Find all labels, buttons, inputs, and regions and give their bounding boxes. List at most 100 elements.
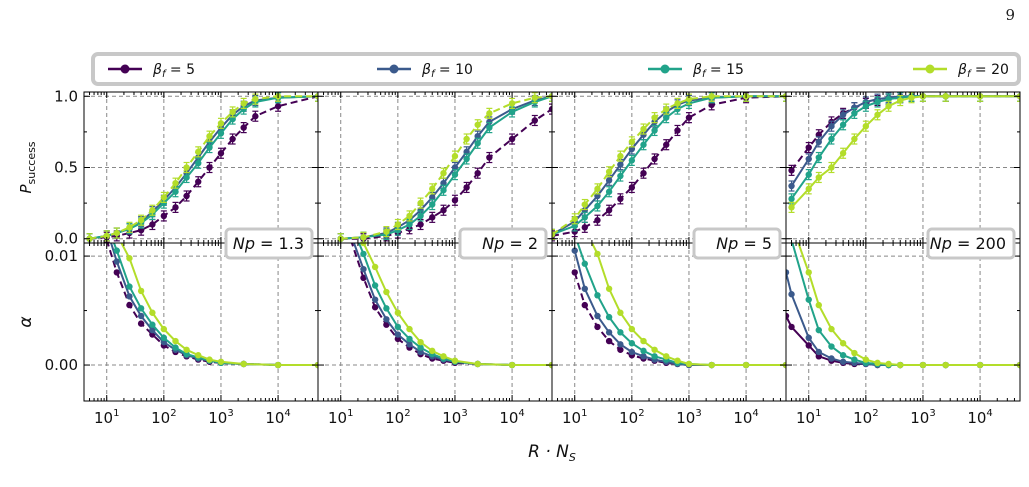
x-tick-label: 101 xyxy=(94,408,119,427)
data-point xyxy=(113,258,120,265)
panel-label-text: Np = 200 xyxy=(930,234,1006,253)
series-4 xyxy=(552,92,786,241)
series-1 xyxy=(571,269,786,369)
panel-label: Np = 1.3 xyxy=(224,227,314,260)
data-point xyxy=(742,361,750,369)
data-point xyxy=(172,344,179,351)
legend-label: βf = 15 xyxy=(692,62,744,80)
series-4 xyxy=(86,92,318,243)
data-point xyxy=(440,353,447,360)
data-point xyxy=(406,341,413,348)
axes-frame xyxy=(317,242,553,402)
ticks xyxy=(785,243,1021,401)
x-tick-label: 101 xyxy=(796,408,821,427)
data-point xyxy=(172,337,179,345)
data-point xyxy=(851,349,858,357)
data-point xyxy=(552,231,556,238)
data-point xyxy=(126,255,133,262)
axes-frame xyxy=(551,242,787,402)
data-point xyxy=(942,361,949,369)
data-point xyxy=(628,348,636,356)
data-point xyxy=(815,301,822,309)
subplot-top xyxy=(317,91,553,244)
data-point xyxy=(674,357,681,364)
panel-label-box xyxy=(692,227,782,260)
series-line xyxy=(573,250,786,366)
subplot-bottom xyxy=(785,242,1021,402)
data-point xyxy=(183,346,190,353)
series-line xyxy=(340,95,552,240)
x-tick-label: 104 xyxy=(499,408,524,427)
data-point xyxy=(851,356,858,363)
data-point xyxy=(815,326,822,334)
data-point xyxy=(594,292,601,299)
data-point xyxy=(617,329,624,336)
series-4 xyxy=(360,243,552,369)
data-point xyxy=(805,334,812,341)
data-point xyxy=(383,288,390,296)
data-point xyxy=(628,340,636,347)
data-point xyxy=(805,269,812,276)
data-point xyxy=(371,282,379,289)
data-point xyxy=(394,309,402,316)
data-point xyxy=(126,293,133,300)
data-point xyxy=(581,301,588,309)
series-line xyxy=(790,95,1020,200)
series-line xyxy=(590,243,786,366)
panel: Np = 2 101 102 103 104 xyxy=(317,91,553,427)
data-point xyxy=(474,360,481,368)
data-point xyxy=(805,296,812,303)
data-point xyxy=(828,355,835,362)
data-point xyxy=(976,361,984,369)
data-point xyxy=(605,329,613,336)
series-1 xyxy=(786,312,1020,369)
panel-label-text: Np = 1.3 xyxy=(233,234,304,253)
data-point xyxy=(240,360,247,368)
data-point xyxy=(617,346,624,353)
series-line xyxy=(120,243,318,366)
data-point xyxy=(815,348,822,356)
data-point xyxy=(429,347,436,355)
data-point xyxy=(828,325,835,333)
data-point xyxy=(651,346,658,353)
legend-entry: βf = 10 xyxy=(377,62,473,80)
data-point xyxy=(137,287,145,295)
x-tick-label: 102 xyxy=(619,408,644,427)
series-1 xyxy=(788,92,1020,176)
data-point xyxy=(640,353,647,360)
data-point xyxy=(371,296,379,303)
data-point xyxy=(406,335,413,343)
data-point xyxy=(897,361,904,369)
x-tick-label: 103 xyxy=(442,408,467,427)
data-point xyxy=(805,342,812,349)
ticks xyxy=(551,243,787,401)
panel-label: Np = 200 xyxy=(926,227,1016,260)
data-point xyxy=(605,313,613,321)
data-point xyxy=(217,358,225,365)
panel: Np = 5 101 102 103 104 xyxy=(551,91,787,427)
legend: βf = 5 βf = 10 βf = 15 βf = 20 xyxy=(91,52,1021,86)
data-point xyxy=(640,347,647,355)
x-tick-label: 101 xyxy=(562,408,587,427)
series-4 xyxy=(337,92,552,243)
y-tick-label: 1.0 xyxy=(54,87,78,105)
data-point xyxy=(160,334,168,341)
panel-label: Np = 5 xyxy=(692,227,782,260)
data-point xyxy=(581,285,588,292)
data-point xyxy=(417,344,424,351)
data-point xyxy=(360,274,367,282)
data-point xyxy=(417,338,424,346)
data-point xyxy=(149,321,156,328)
data-point xyxy=(149,309,156,316)
data-point xyxy=(839,340,847,347)
data-point xyxy=(786,269,790,276)
legend-entry: βf = 20 xyxy=(913,62,1009,80)
data-point xyxy=(571,269,578,276)
x-tick-label: 102 xyxy=(853,408,878,427)
series-line xyxy=(89,95,318,240)
data-point xyxy=(126,283,133,290)
data-point xyxy=(195,352,202,359)
data-point xyxy=(160,325,168,333)
data-point xyxy=(862,356,870,363)
